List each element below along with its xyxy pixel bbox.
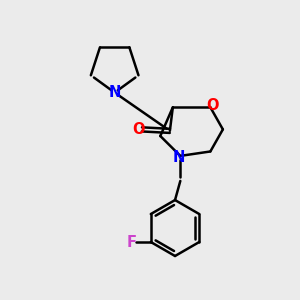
Text: N: N: [173, 150, 185, 165]
Text: O: O: [206, 98, 219, 113]
Text: N: N: [109, 85, 121, 100]
Text: O: O: [132, 122, 145, 137]
Text: F: F: [127, 235, 137, 250]
